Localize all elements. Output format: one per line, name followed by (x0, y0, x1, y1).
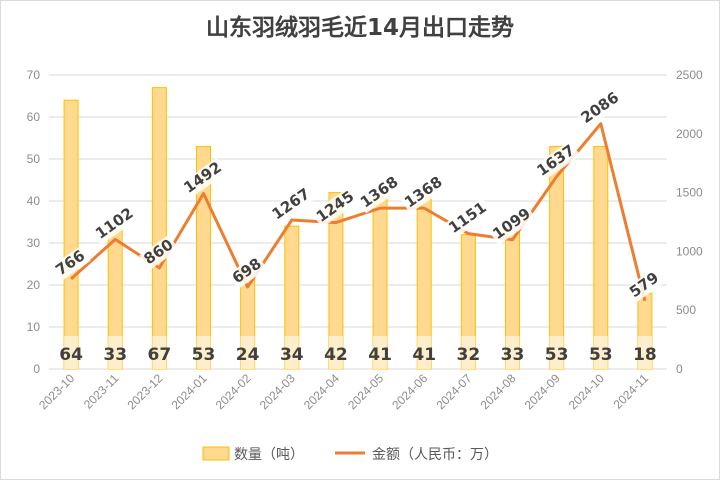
line-data-label-group: 766 (50, 245, 91, 282)
line-data-label: 1267 (269, 185, 314, 224)
x-tick-label: 2024-04 (301, 371, 342, 412)
legend-line-label: 金额（人民币：万） (372, 447, 498, 463)
bar-data-label: 53 (589, 345, 613, 365)
bar-data-label: 42 (324, 345, 348, 365)
line-label-background (576, 87, 625, 129)
x-tick-label: 2024-05 (345, 371, 386, 412)
y-right-tick-label: 2000 (676, 127, 703, 141)
line-label-background (179, 157, 228, 199)
line-label-background (90, 203, 139, 245)
x-tick-label: 2024-06 (389, 371, 430, 412)
bar-label-background (328, 336, 343, 369)
bar-label-background (152, 336, 167, 369)
bar-data-label: 41 (368, 345, 392, 365)
x-tick-label: 2023-12 (124, 371, 165, 412)
chart-title: 山东羽绒羽毛近14月出口走势 (205, 15, 514, 41)
line-data-label: 2086 (578, 88, 623, 127)
legend-bar-label: 数量（吨） (234, 447, 304, 463)
x-tick-label: 2024-08 (478, 371, 519, 412)
bar-label-background (240, 336, 255, 369)
y-left-tick-label: 50 (27, 152, 41, 166)
bar-data-label: 33 (501, 345, 525, 365)
bar-label-background (373, 336, 388, 369)
x-tick-label: 2024-03 (257, 371, 298, 412)
bar-data-label: 34 (280, 345, 304, 365)
line-label-background (624, 267, 665, 304)
bar-data-label: 53 (192, 345, 216, 365)
bar-label-background (637, 336, 652, 369)
line-label-background (532, 140, 581, 182)
bar-data-label: 24 (236, 345, 260, 365)
y-left-tick-label: 20 (27, 278, 41, 292)
y-left-tick-label: 10 (27, 320, 41, 334)
bar-label-background (284, 336, 299, 369)
bar-data-label: 67 (148, 345, 172, 365)
bar-data-label: 32 (457, 345, 481, 365)
line-label-background (50, 245, 91, 282)
line-label-background (311, 186, 360, 228)
y-left-tick-label: 60 (27, 110, 41, 124)
y-right-tick-label: 1500 (676, 186, 703, 200)
bar-data-label: 18 (633, 345, 657, 365)
bar-label-background (549, 336, 564, 369)
y-right-tick-label: 2500 (676, 68, 703, 82)
line-label-background (227, 253, 268, 290)
x-tick-label: 2023-11 (81, 371, 122, 412)
bar-data-label: 53 (545, 345, 569, 365)
line-label-background (399, 172, 448, 214)
line-label-background (267, 184, 316, 226)
y-left-tick-label: 0 (33, 362, 40, 376)
legend-bar-swatch (202, 446, 230, 461)
y-left-tick-label: 30 (27, 236, 41, 250)
line-label-background (444, 197, 493, 239)
y-right-tick-label: 1000 (676, 244, 703, 258)
bar-data-label: 64 (59, 345, 83, 365)
bar-data-label: 33 (103, 345, 127, 365)
line-label-background (139, 234, 179, 271)
bar-label-background (505, 336, 520, 369)
bar (593, 145, 609, 370)
line-label-background (488, 203, 537, 246)
bar-data-label: 41 (412, 345, 436, 365)
line-label-background (355, 172, 404, 214)
x-tick-label: 2024-10 (566, 371, 607, 412)
bar-label-background (196, 336, 211, 369)
bar-label-background (108, 336, 123, 369)
bar (151, 87, 167, 370)
x-tick-label: 2024-01 (169, 371, 210, 412)
bar-label-background (64, 336, 79, 369)
x-tick-label: 2024-02 (213, 371, 254, 412)
bar-label-background (593, 336, 608, 369)
y-right-tick-label: 500 (676, 303, 696, 317)
y-left-tick-label: 70 (27, 68, 41, 82)
y-left-tick-label: 40 (27, 194, 41, 208)
x-tick-label: 2024-11 (611, 371, 652, 412)
x-tick-label: 2023-10 (36, 371, 77, 412)
x-tick-label: 2024-09 (522, 371, 563, 412)
x-tick-label: 2024-07 (433, 371, 474, 412)
y-right-tick-label: 0 (676, 362, 683, 376)
bar-label-background (461, 336, 476, 369)
bar (63, 99, 79, 370)
bar-label-background (417, 336, 432, 369)
line-data-label: 1151 (445, 198, 490, 237)
bar (549, 145, 565, 370)
